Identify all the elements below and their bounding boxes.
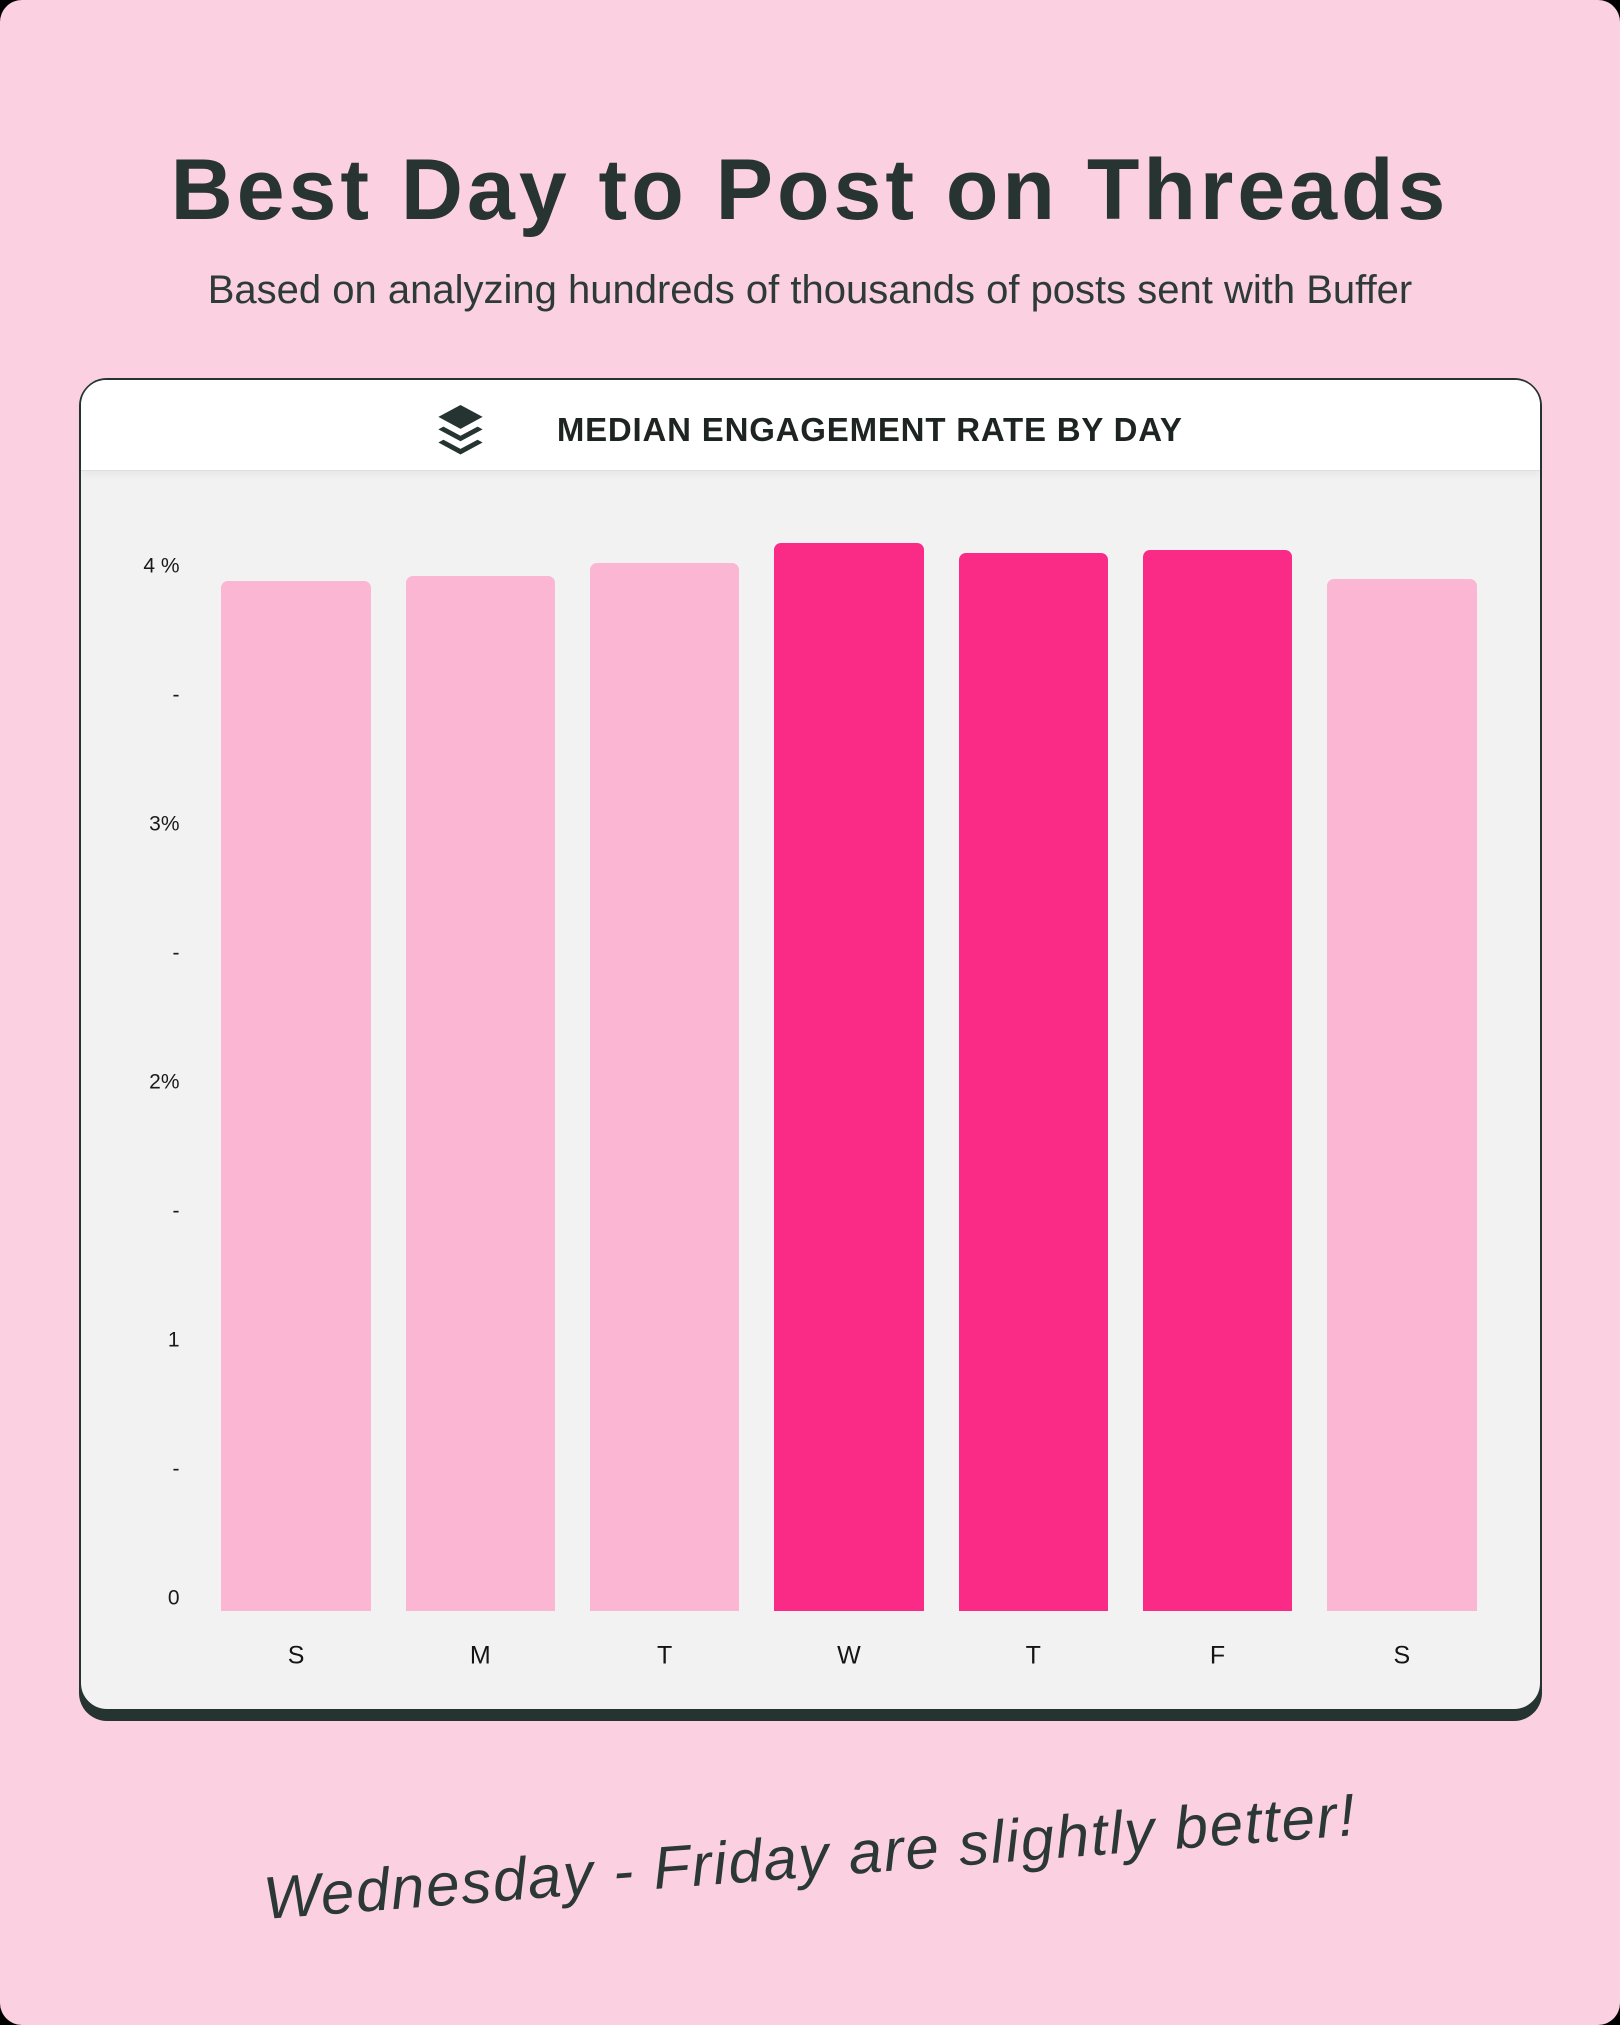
x-label-5: F bbox=[1209, 1641, 1226, 1669]
x-label-4: T bbox=[1025, 1641, 1041, 1669]
bar-M-1 bbox=[405, 576, 556, 1612]
x-label-3: W bbox=[837, 1641, 861, 1669]
y-tick-label: - bbox=[172, 1457, 180, 1481]
chart-card: MEDIAN ENGAGEMENT RATE BY DAY 4 % - 3% - 2% -… bbox=[78, 377, 1542, 1711]
x-label-6: S bbox=[1393, 1641, 1411, 1669]
y-tick-label: 0 bbox=[167, 1586, 180, 1609]
x-label-1: M bbox=[469, 1641, 491, 1669]
y-tick-label: 2% bbox=[149, 1070, 180, 1094]
y-tick-label: 4 % bbox=[143, 554, 180, 578]
x-label-2: T bbox=[657, 1641, 673, 1669]
bar-chart: 4 % - 3% - 2% - 1 - 0 S M T W T F S bbox=[81, 471, 1541, 1710]
y-tick-label: - bbox=[172, 683, 180, 707]
bar-T-2 bbox=[589, 563, 740, 1612]
page-title: Best Day to Post on Threads bbox=[170, 142, 1450, 238]
bar-F-5 bbox=[1142, 550, 1293, 1612]
page-subtitle: Based on analyzing hundreds of thousands… bbox=[207, 268, 1413, 312]
x-label-0: S bbox=[287, 1641, 305, 1669]
y-tick-label: 1 bbox=[167, 1328, 180, 1352]
y-tick-label: 3% bbox=[149, 812, 180, 836]
y-tick-label: - bbox=[172, 941, 180, 965]
chart-card-header: MEDIAN ENGAGEMENT RATE BY DAY bbox=[80, 379, 1540, 471]
bar-T-4 bbox=[958, 553, 1108, 1612]
annotation-text: Wednesday - Friday are slightly better! bbox=[260, 1781, 1360, 1932]
bar-S-0 bbox=[221, 581, 371, 1612]
chart-title: MEDIAN ENGAGEMENT RATE BY DAY bbox=[556, 410, 1183, 448]
bar-S-6 bbox=[1327, 578, 1477, 1612]
buffer-logo-icon bbox=[438, 404, 483, 454]
y-tick-label: - bbox=[172, 1199, 180, 1223]
bar-W-3 bbox=[774, 542, 924, 1612]
